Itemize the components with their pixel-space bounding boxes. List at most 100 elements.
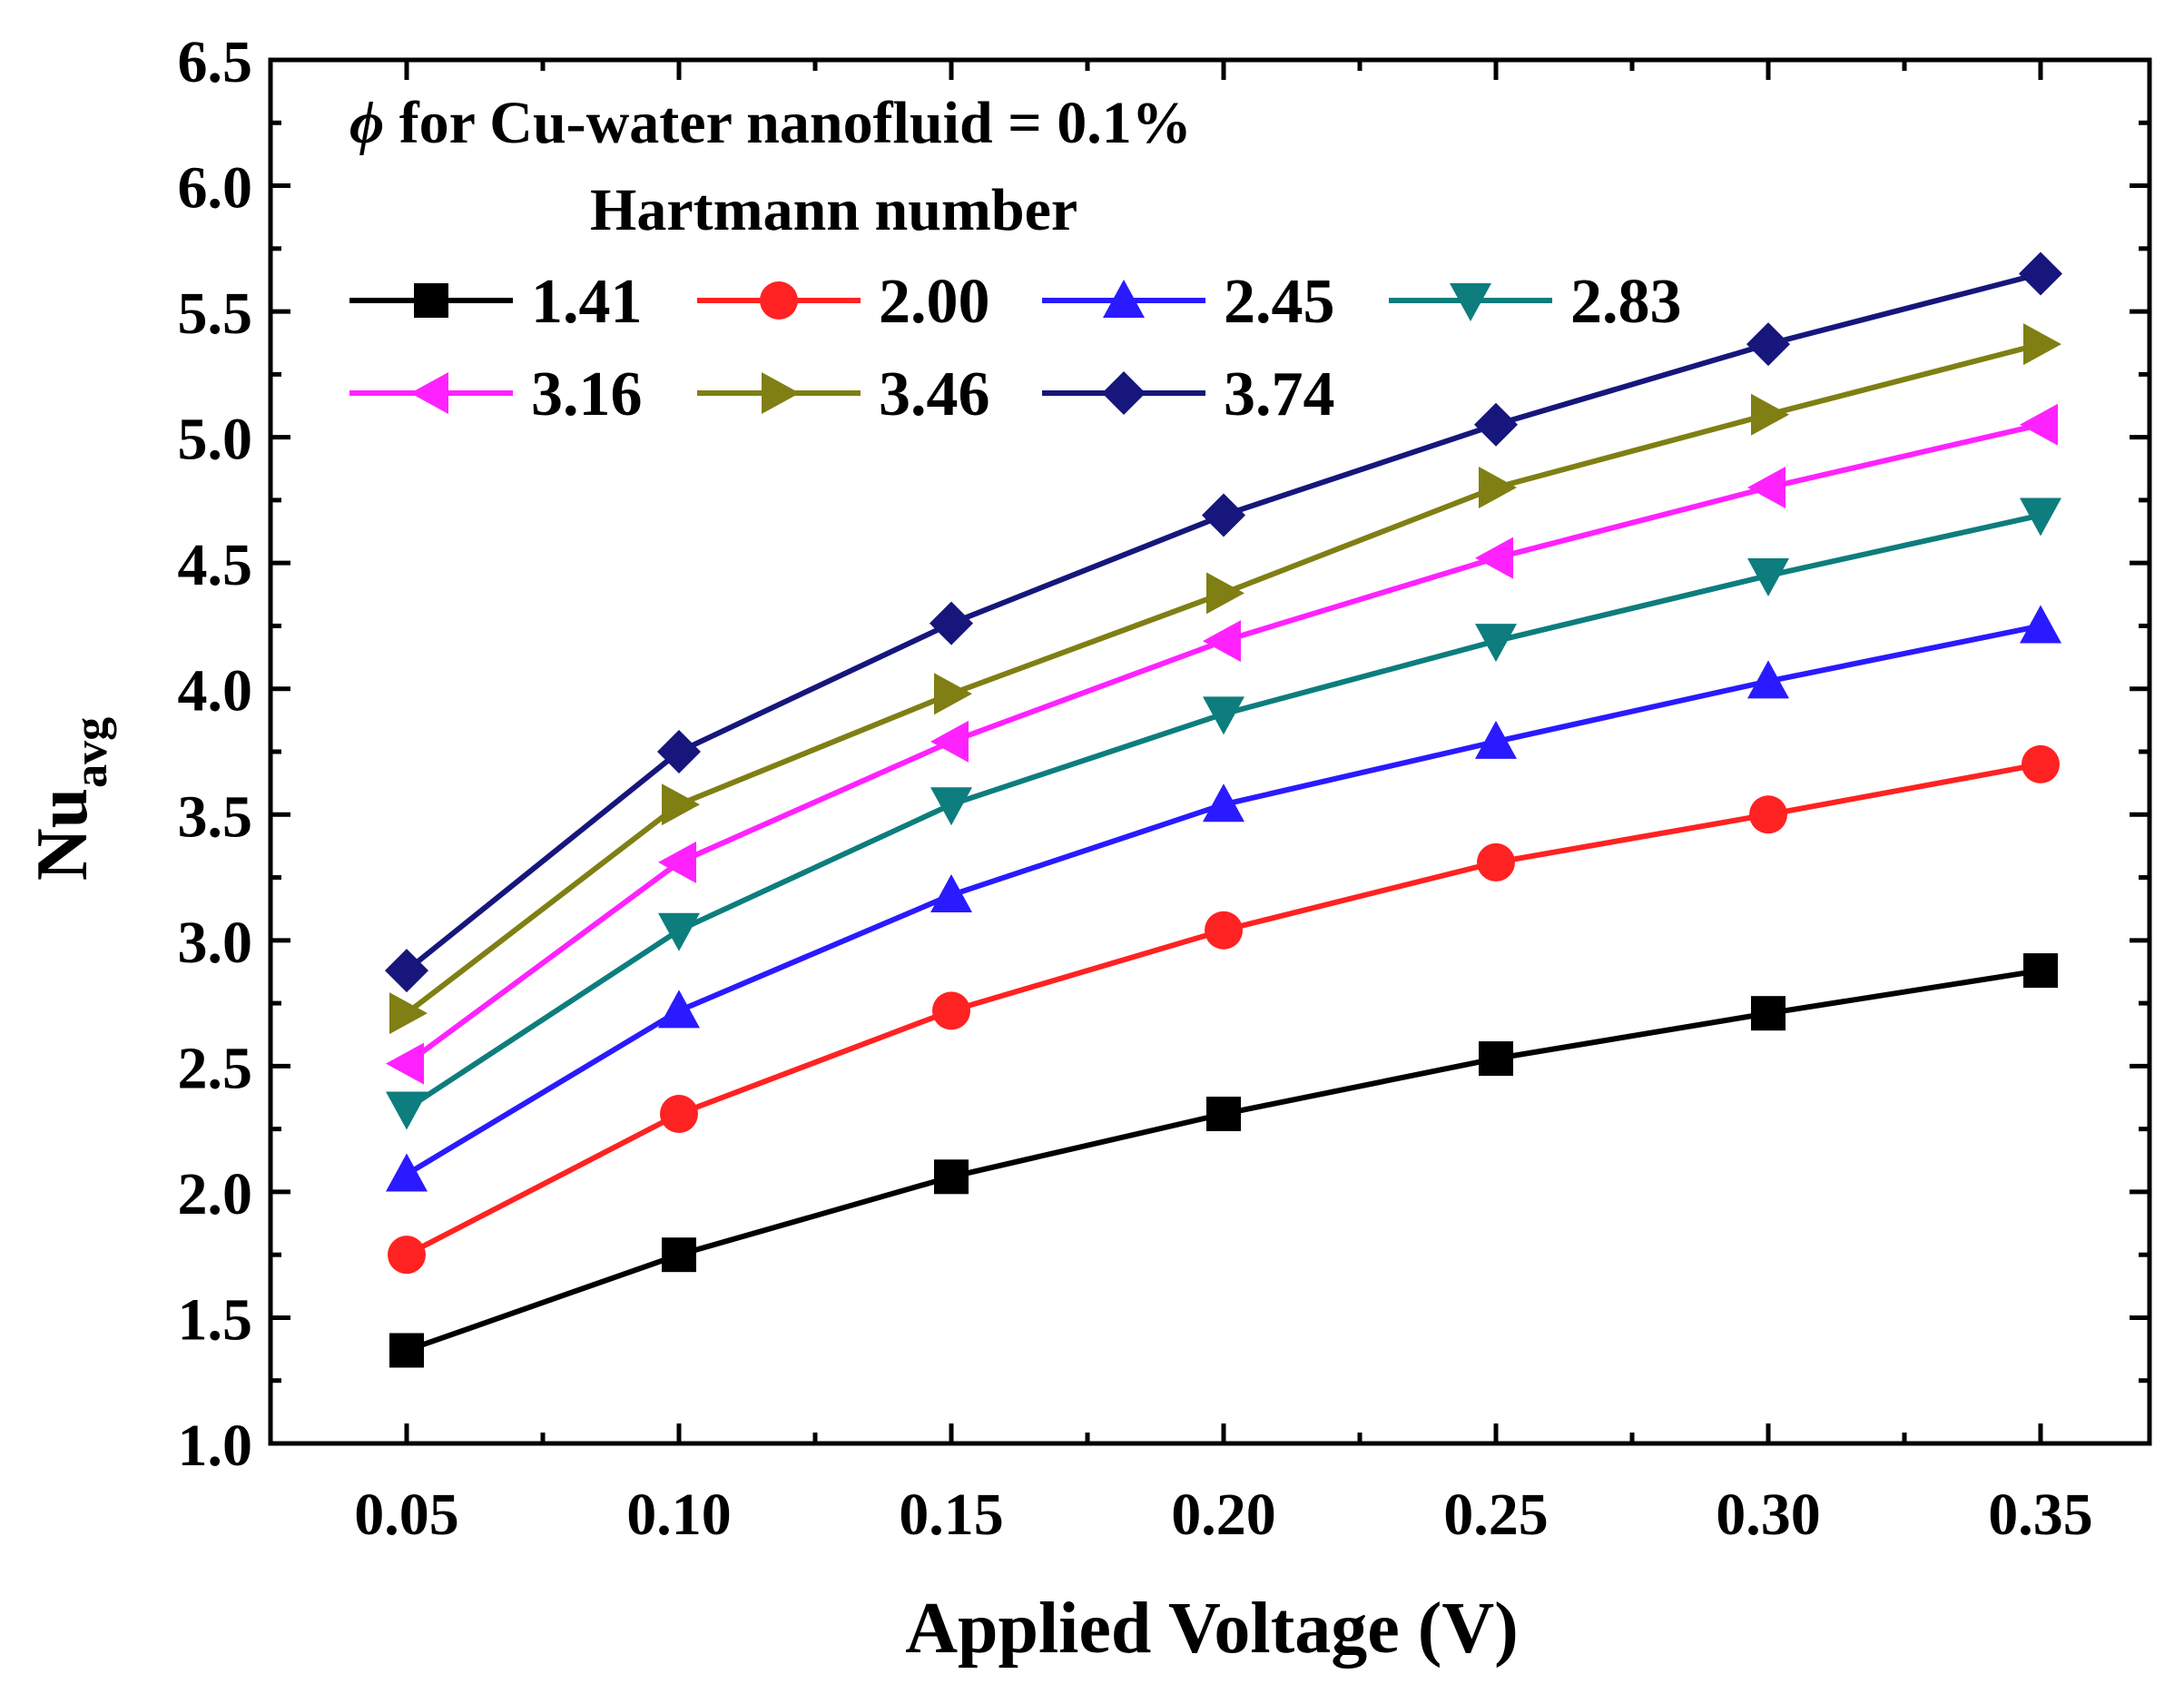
data-point: [930, 720, 969, 763]
data-point: [1203, 696, 1244, 735]
annotation-text: ϕ for Cu-water nanofluid = 0.1%: [349, 90, 1192, 156]
data-point: [934, 1159, 969, 1195]
y-tick-label: 6.0: [178, 155, 253, 222]
data-point: [2020, 403, 2058, 446]
data-point: [1474, 402, 1518, 447]
y-tick-label: 1.0: [178, 1413, 253, 1479]
data-point: [1746, 322, 1790, 367]
data-point: [658, 841, 696, 883]
y-axis-title-main: Nu: [23, 788, 103, 881]
y-tick-label: 4.0: [178, 658, 253, 724]
series-layer: [385, 251, 2062, 1368]
legend-item: 1.41: [349, 267, 643, 337]
data-point: [932, 991, 970, 1030]
plot-frame: [268, 57, 2152, 1446]
data-point: [930, 601, 973, 645]
series-2.45: [386, 605, 2061, 1192]
legend-marker: [1103, 280, 1145, 318]
data-point: [2023, 323, 2061, 366]
legend-item: 3.16: [349, 359, 643, 429]
series-3.16: [386, 403, 2058, 1085]
data-point: [386, 1042, 424, 1085]
y-tick-label: 5.5: [178, 281, 253, 347]
legend-marker: [414, 283, 448, 318]
data-point: [385, 949, 428, 993]
data-point: [658, 912, 700, 951]
legend-label: 2.00: [879, 267, 990, 337]
data-point: [1202, 493, 1245, 537]
legend: 1.41 2.00 2.45 2.83 3.16 3.46 3.74: [349, 267, 1682, 429]
data-point: [2020, 605, 2061, 644]
series-2.00: [388, 744, 2060, 1275]
data-point: [1749, 795, 1787, 834]
data-point: [388, 1236, 426, 1275]
legend-label: 3.74: [1224, 359, 1335, 429]
data-point: [934, 673, 972, 715]
legend-label: 3.46: [879, 359, 990, 429]
data-point: [1747, 660, 1789, 699]
legend-title: Hartmann number: [590, 177, 1077, 243]
data-point: [1475, 720, 1517, 759]
legend-item: 2.00: [697, 267, 990, 337]
legend-label: 3.16: [531, 359, 643, 429]
data-point: [660, 1095, 698, 1134]
legend-item: 2.45: [1042, 267, 1335, 337]
series-3.46: [389, 323, 2061, 1035]
data-point: [1475, 537, 1513, 579]
y-tick-label: 6.5: [178, 29, 253, 95]
series-1.41: [389, 953, 2058, 1368]
y-tick-label: 4.5: [178, 532, 253, 598]
data-point: [1751, 996, 1786, 1031]
y-tick-label: 3.5: [178, 783, 253, 850]
data-point: [1203, 783, 1244, 822]
x-axis-title: Applied Voltage (V): [905, 1589, 1519, 1669]
legend-marker: [1450, 283, 1491, 321]
legend-label: 2.45: [1224, 267, 1335, 337]
x-tick-label: 0.25: [1443, 1482, 1549, 1548]
data-point: [1475, 624, 1517, 663]
x-tick-label: 0.20: [1171, 1482, 1276, 1548]
y-axis-title: Nuavg: [23, 717, 117, 881]
data-point: [2020, 497, 2061, 537]
legend-item: 3.46: [697, 359, 990, 429]
data-point: [1751, 393, 1789, 436]
series-2.83: [386, 497, 2061, 1130]
legend-label: 1.41: [531, 267, 643, 337]
y-tick-label: 1.5: [178, 1286, 253, 1353]
legend-item: 2.83: [1389, 267, 1682, 337]
data-point: [657, 730, 701, 773]
data-point: [1206, 572, 1244, 615]
data-point: [1747, 558, 1789, 597]
x-tick-label: 0.15: [899, 1482, 1004, 1548]
data-point: [930, 787, 972, 826]
x-tick-label: 0.35: [1988, 1482, 2093, 1548]
data-point: [1747, 467, 1786, 509]
data-point: [389, 992, 428, 1035]
y-tick-label: 5.0: [178, 407, 253, 473]
x-tick-label: 0.05: [354, 1482, 459, 1548]
y-axis-title-sub: avg: [65, 717, 117, 788]
legend-marker: [1102, 371, 1146, 415]
x-tick-label: 0.30: [1716, 1482, 1821, 1548]
legend-marker: [762, 372, 800, 414]
y-tick-label: 2.5: [178, 1035, 253, 1101]
data-point: [2023, 953, 2058, 989]
data-point: [386, 1091, 428, 1130]
data-point: [662, 783, 700, 826]
legend-marker: [410, 372, 448, 414]
data-point: [1205, 911, 1243, 950]
data-point: [389, 1333, 424, 1368]
data-point: [1477, 842, 1515, 881]
phi-symbol: ϕ: [349, 90, 384, 156]
legend-label: 2.83: [1570, 267, 1682, 337]
x-tick-label: 0.10: [626, 1482, 732, 1548]
y-tick-label: 2.0: [178, 1161, 253, 1227]
data-point: [2022, 744, 2060, 783]
data-point: [1206, 1097, 1241, 1132]
data-point: [1203, 620, 1241, 663]
legend-marker: [760, 281, 798, 320]
data-point: [662, 1237, 696, 1273]
data-point: [930, 873, 972, 912]
series-3.74: [385, 251, 2062, 993]
